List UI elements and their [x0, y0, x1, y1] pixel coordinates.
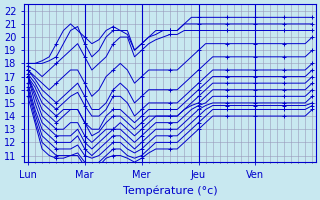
X-axis label: Température (°c): Température (°c)	[123, 185, 217, 196]
